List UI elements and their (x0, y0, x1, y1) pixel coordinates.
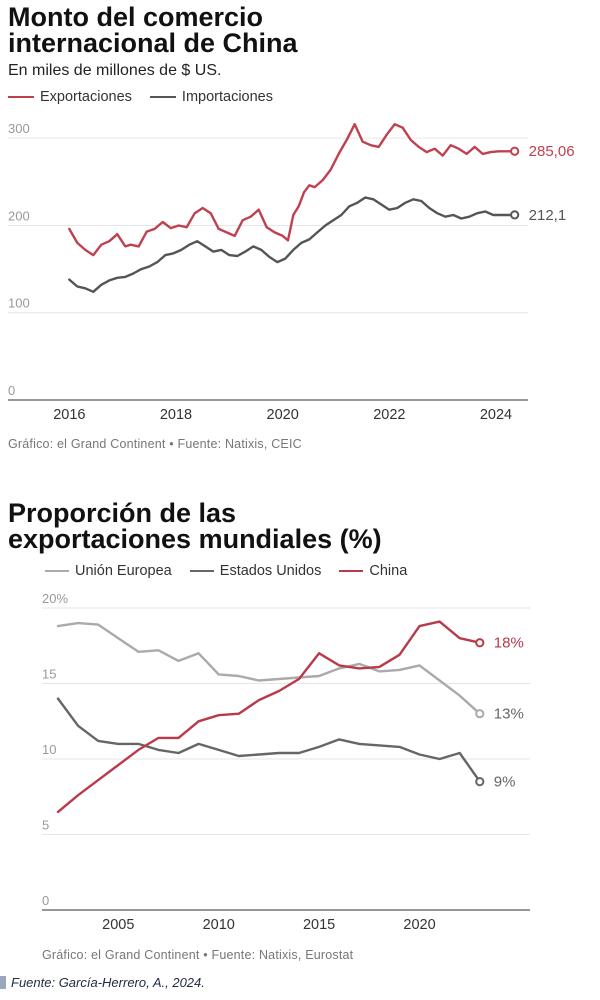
legend-swatch-estados-unidos (189, 570, 214, 573)
chart1-xtick-label-2018: 2018 (160, 407, 192, 423)
chart2-end-marker-china (475, 638, 485, 648)
chart1-ytick-label-300: 300 (8, 121, 30, 136)
chart2-ytick-label-10: 10 (42, 742, 56, 757)
chart2-xtick-label-2010: 2010 (203, 917, 235, 933)
chart2-title-line2: exportaciones mundiales (%) (8, 524, 382, 554)
chart1-xtick-label-2024: 2024 (480, 407, 512, 423)
chart1-xtick-label-2022: 2022 (373, 407, 405, 423)
legend-swatch-exportaciones (8, 96, 34, 99)
chart1-series-line-exportaciones (68, 122, 516, 257)
chart2-source: Gráfico: el Grand Continent • Fuente: Na… (42, 948, 354, 962)
chart2-xtick-label-2020: 2020 (403, 917, 435, 933)
trade-amount-chart: Monto del comercio internacional de Chin… (0, 0, 600, 470)
legend-label-estados-unidos: Estados Unidos (219, 563, 322, 579)
legend-item-china: China (339, 563, 407, 579)
legend-label-importaciones: Importaciones (181, 89, 273, 105)
chart2-ytick-label-15: 15 (42, 667, 56, 682)
legend-item-estados-unidos: Estados Unidos (189, 563, 322, 579)
footnote-marker (0, 976, 6, 989)
chart1-subtitle: En miles de millones de $ US. (8, 62, 222, 79)
chart1-ytick-label-100: 100 (8, 296, 30, 311)
chart2-end-marker-union-europea (475, 709, 485, 719)
chart1-ytick-label-0: 0 (8, 383, 15, 398)
chart1-legend: Exportaciones Importaciones (8, 89, 287, 105)
legend-label-exportaciones: Exportaciones (40, 89, 132, 105)
legend-swatch-china (339, 570, 364, 573)
chart1-ytick-label-200: 200 (8, 208, 30, 223)
chart2-end-label-estados-unidos: 9% (494, 774, 516, 791)
chart1-title-line2: internacional de China (8, 28, 298, 58)
chart1-xtick-label-2016: 2016 (53, 407, 85, 423)
legend-swatch-importaciones (149, 96, 176, 99)
chart2-ytick-label-0: 0 (42, 893, 49, 908)
legend-swatch-union-europea (45, 570, 69, 573)
chart2-ytick-label-20: 20% (42, 591, 68, 606)
chart2-legend: Unión Europea Estados Unidos China (45, 563, 421, 579)
chart2-end-label-union-europea: 13% (494, 706, 524, 723)
legend-item-importaciones: Importaciones (149, 89, 273, 105)
footnote: Fuente: García-Herrero, A., 2024. (0, 975, 205, 990)
chart2-series-line-estados-unidos (56, 697, 481, 783)
chart2-title-line1: Proporción de las (8, 498, 237, 528)
chart1-end-label-exportaciones: 285,06 (529, 143, 575, 160)
chart1-title-line1: Monto del comercio (8, 2, 264, 32)
chart2-ytick-label-5: 5 (42, 818, 49, 833)
legend-label-union-europea: Unión Europea (75, 563, 172, 579)
chart2-xtick-label-2005: 2005 (102, 917, 134, 933)
chart1-plot: 0 100 200 300 2016 2018 2020 2022 2024 285,06 212,… (8, 121, 575, 423)
chart2-series-line-china (56, 620, 481, 814)
chart1-series-line-importaciones (68, 196, 516, 293)
chart1-source: Gráfico: el Grand Continent • Fuente: Na… (8, 437, 302, 451)
chart1-title: Monto del comercio internacional de Chin… (8, 2, 298, 58)
footnote-text: Fuente: García-Herrero, A., 2024. (11, 975, 205, 990)
chart1-xtick-label-2020: 2020 (267, 407, 299, 423)
chart2-end-marker-estados-unidos (475, 777, 485, 787)
legend-label-china: China (369, 563, 408, 579)
chart1-end-marker-exportaciones (510, 146, 520, 156)
legend-item-union-europea: Unión Europea (45, 563, 172, 579)
chart2-series-line-union-europea (56, 621, 481, 715)
chart1-end-label-importaciones: 212,1 (529, 207, 567, 224)
legend-item-exportaciones: Exportaciones (8, 89, 132, 105)
chart1-end-marker-importaciones (510, 210, 520, 220)
chart2-xtick-label-2015: 2015 (303, 917, 335, 933)
chart2-end-label-china: 18% (494, 635, 524, 652)
chart2-title: Proporción de las exportaciones mundiale… (8, 498, 382, 554)
